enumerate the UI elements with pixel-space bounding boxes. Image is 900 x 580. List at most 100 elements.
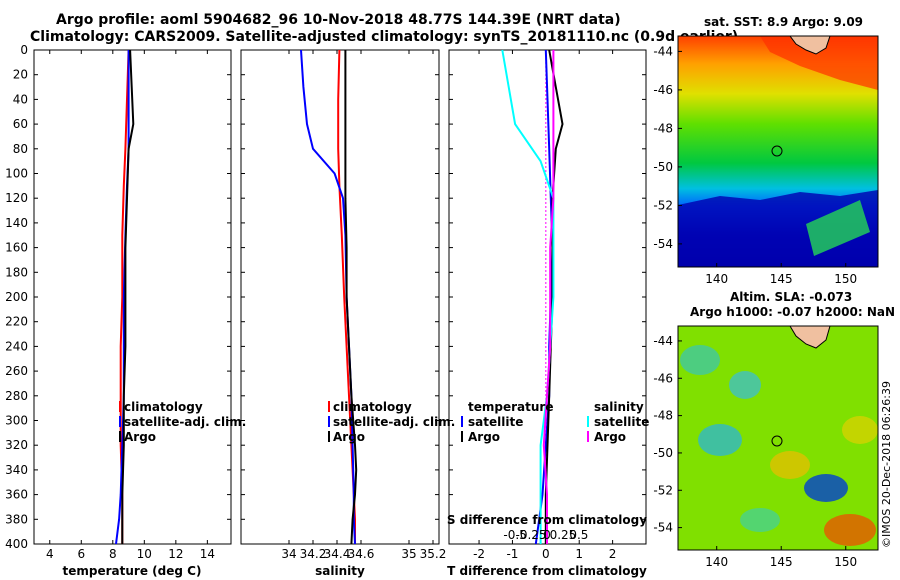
depth-tick-label: 80: [13, 142, 28, 156]
map-lat-label: -48: [653, 409, 673, 423]
x-axes-ticks: 4 6 8 10 12 14 34 34.234.434.6 35 35.2 -2 -1 0 1 2: [46, 50, 616, 561]
map-lat-label: -54: [653, 521, 673, 535]
sla-map-title-1: Altim. SLA: -0.073: [730, 290, 853, 304]
s-difference-label: S difference from climatology: [447, 513, 647, 527]
profile-lines: [115, 49, 564, 545]
map-lat-label: -46: [653, 371, 673, 385]
depth-tick-label: 40: [13, 92, 28, 106]
x-tick-label: 0: [542, 547, 550, 561]
depth-tick-label: 400: [5, 537, 28, 551]
series-line-argo: [344, 50, 358, 545]
map-lat-label: -54: [653, 237, 673, 251]
map-lon-label: 150: [834, 555, 857, 569]
sla-map: [678, 326, 878, 550]
depth-tick-label: 160: [5, 241, 28, 255]
depth-tick-label: 340: [5, 463, 28, 477]
sla-feature: [770, 451, 810, 479]
title-line-1: Argo profile: aoml 5904682_96 10-Nov-201…: [56, 12, 621, 28]
legend-salinity-header: salinity: [594, 400, 644, 414]
map-lon-label: 145: [770, 272, 793, 286]
sla-feature: [804, 474, 848, 502]
argo-position-marker: [771, 435, 783, 447]
depth-tick-label: 140: [5, 216, 28, 230]
sla-feature: [698, 424, 742, 456]
sla-feature: [824, 514, 876, 546]
s-difference-tick-label: -0.25: [516, 528, 547, 542]
imos-credit: ©IMOS 20-Dec-2018 06:26:39: [880, 381, 893, 548]
legend-temperature-header: temperature: [468, 400, 553, 414]
series-line-satellite-adj-clim-: [115, 50, 130, 545]
depth-tick-label: 60: [13, 117, 28, 131]
depth-tick-label: 320: [5, 438, 28, 452]
legend-argo-label: Argo: [124, 430, 156, 444]
map-axes: -44 -46 -48 -50 -52 -54 140 145 150 -44 -46 -48 -50 -…: [653, 44, 857, 569]
x-tick-label: 35.2: [420, 547, 447, 561]
map-lat-label: -46: [653, 83, 673, 97]
salinity-xlabel: salinity: [315, 564, 365, 578]
map-lat-label: -50: [653, 160, 673, 174]
sla-feature: [729, 371, 761, 399]
x-tick-label: -1: [506, 547, 518, 561]
map-lon-label: 140: [705, 555, 728, 569]
temperature-legend: climatology satellite-adj. clim. Argo: [119, 400, 246, 444]
x-tick-label: 12: [168, 547, 183, 561]
x-tick-label: 4: [46, 547, 54, 561]
difference-xlabel: T difference from climatology: [447, 564, 647, 578]
x-tick-label: 8: [109, 547, 117, 561]
sla-feature: [842, 416, 878, 444]
depth-tick-label: 120: [5, 191, 28, 205]
x-tick-label: 35: [401, 547, 416, 561]
depth-tick-label: 240: [5, 339, 28, 353]
depth-tick-label: 380: [5, 512, 28, 526]
sla-feature: [740, 508, 780, 532]
depth-tick-label: 180: [5, 265, 28, 279]
x-tick-label: 34.4: [324, 547, 351, 561]
series-line-salinity-argo: [542, 50, 555, 544]
map-lat-label: -44: [653, 334, 673, 348]
tasmania-land: [789, 326, 831, 349]
legend-satellite-label: satellite-adj. clim.: [333, 415, 455, 429]
legend-temp-argo-label: Argo: [468, 430, 500, 444]
depth-tick-label: 220: [5, 315, 28, 329]
depth-axis: 0 20 40 60 80 100 120 140 160 180 200 220 240 260 280 3…: [5, 43, 646, 551]
map-lat-label: -52: [653, 483, 673, 497]
depth-tick-label: 280: [5, 389, 28, 403]
x-tick-label: 34.6: [348, 547, 375, 561]
sst-warm-patch: [760, 36, 878, 90]
sla-feature: [680, 345, 720, 375]
legend-climatology-label: climatology: [124, 400, 203, 414]
map-lat-label: -44: [653, 44, 673, 58]
series-line-salinity-satellite: [501, 49, 555, 544]
depth-tick-label: 0: [20, 43, 28, 57]
x-tick-label: 2: [609, 547, 617, 561]
x-tick-label: 6: [77, 547, 85, 561]
depth-tick-label: 20: [13, 68, 28, 82]
salinity-panel-frame: [240, 49, 440, 545]
sst-map-frame: [677, 35, 879, 268]
sla-map-frame: [677, 325, 879, 551]
depth-tick-label: 300: [5, 414, 28, 428]
x-tick-label: 14: [200, 547, 215, 561]
tasmania-land: [789, 36, 831, 55]
sla-map-title-2: Argo h1000: -0.07 h2000: NaN: [690, 305, 896, 319]
s-difference-tick-label: 0.25: [550, 528, 577, 542]
depth-tick-label: 100: [5, 167, 28, 181]
legend-sal-argo-label: Argo: [594, 430, 626, 444]
x-tick-label: 10: [137, 547, 152, 561]
sst-map: [678, 36, 878, 267]
depth-tick-label: 200: [5, 290, 28, 304]
map-lon-label: 140: [705, 272, 728, 286]
legend-climatology-label: climatology: [333, 400, 412, 414]
s-difference-tick-label: 0: [543, 528, 551, 542]
difference-legend: temperature satellite Argo salinity sate…: [461, 400, 649, 444]
series-line-argo: [121, 49, 135, 544]
argo-position-marker: [771, 145, 783, 157]
depth-tick-label: 260: [5, 364, 28, 378]
title-line-2: Climatology: CARS2009. Satellite-adjuste…: [30, 29, 739, 45]
legend-temp-satellite-label: satellite: [468, 415, 523, 429]
map-lat-label: -50: [653, 446, 673, 460]
s-difference-tick-label: 0.5: [569, 528, 588, 542]
x-tick-label: 1: [575, 547, 583, 561]
